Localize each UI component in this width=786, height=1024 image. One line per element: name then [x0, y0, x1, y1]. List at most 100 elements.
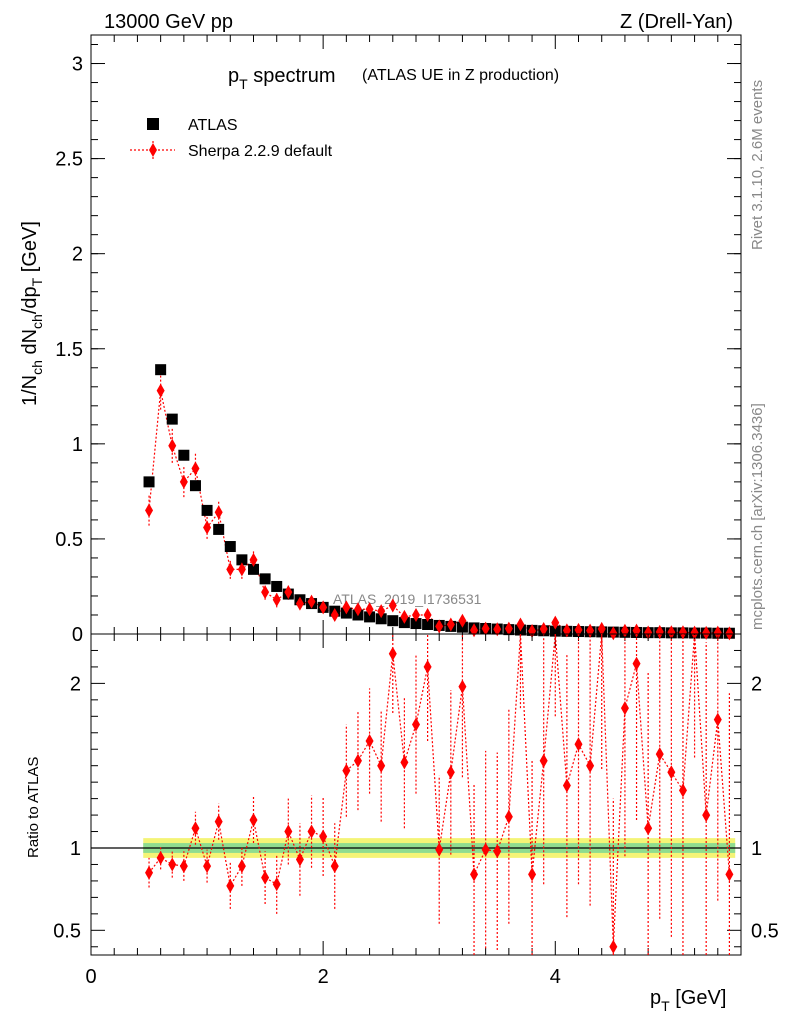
ratio-point	[191, 821, 200, 836]
sherpa-point	[319, 600, 328, 615]
ratio-point	[539, 753, 548, 768]
sherpa-point	[179, 474, 188, 489]
ylabel-sub1: ch	[29, 360, 45, 375]
ratio-point	[586, 758, 595, 773]
main-ytick-label: 0	[72, 624, 83, 646]
sherpa-point	[678, 625, 687, 640]
ratio-point	[620, 701, 629, 716]
ratio-point	[493, 844, 502, 859]
ratio-point	[353, 753, 362, 768]
sherpa-point	[237, 562, 246, 577]
sherpa-point	[609, 626, 618, 641]
ratio-ytick-label-right: 2	[751, 673, 762, 695]
ratio-point	[423, 659, 432, 674]
title-main-rest: spectrum	[248, 65, 336, 87]
main-panel: 0 0.5 1 1.5 2 2.5 3	[55, 34, 742, 646]
title-main: p	[228, 65, 239, 87]
ratio-point	[330, 859, 339, 874]
sherpa-point	[574, 622, 583, 637]
ratio-point	[156, 850, 165, 865]
main-ytick-label: 2	[72, 244, 83, 266]
sherpa-point	[446, 617, 455, 632]
sherpa-point	[539, 622, 548, 637]
sherpa-point	[365, 602, 374, 617]
ratio-point	[168, 857, 177, 872]
atlas-point	[201, 504, 213, 516]
sherpa-point	[295, 596, 304, 611]
sherpa-point	[655, 624, 664, 639]
ratio-point	[377, 758, 386, 773]
ratio-point	[179, 859, 188, 874]
sherpa-point	[702, 625, 711, 640]
sherpa-point	[330, 607, 339, 622]
ratio-xtick-label: 0	[85, 966, 96, 988]
ratio-point	[702, 808, 711, 823]
atlas-point	[224, 541, 236, 553]
sherpa-point	[551, 615, 560, 630]
ratio-ytick-label-right: 1	[751, 838, 762, 860]
ratio-point	[307, 824, 316, 839]
ratio-point	[412, 717, 420, 732]
sherpa-point	[353, 602, 362, 617]
ratio-point	[388, 646, 397, 661]
legend-atlas-marker	[147, 118, 159, 130]
main-ytick-label: 1.5	[55, 339, 83, 361]
ratio-point	[574, 737, 583, 752]
ratio-point	[295, 852, 304, 867]
legend-sherpa-marker	[149, 143, 157, 157]
ratio-point	[203, 859, 212, 874]
ratio-point	[609, 939, 618, 954]
ratio-panel: 0.5 0.5 1 1 2 2 0 2 4	[53, 633, 779, 988]
atlas-point	[178, 449, 190, 461]
ratio-point	[504, 809, 513, 824]
sherpa-point	[249, 552, 258, 567]
ratio-point	[470, 867, 479, 882]
sherpa-point	[203, 520, 212, 535]
ylabel-part1: 1/N	[19, 375, 41, 406]
svg-text:pT [GeV]: pT [GeV]	[650, 987, 726, 1014]
ratio-ytick-label: 1	[70, 838, 81, 860]
main-ytick-label: 2.5	[55, 149, 83, 171]
sherpa-point	[667, 625, 676, 640]
ratio-point	[272, 877, 281, 892]
sherpa-point	[156, 383, 165, 398]
sherpa-point	[423, 607, 432, 622]
ratio-point	[481, 842, 490, 857]
xlabel: pT [GeV]	[650, 987, 726, 1014]
xlabel-unit: [GeV]	[670, 987, 727, 1009]
sherpa-point	[388, 598, 397, 613]
header-left: 13000 GeV pp	[104, 11, 233, 33]
ratio-point	[644, 821, 653, 836]
ratio-xtick-label: 2	[318, 966, 329, 988]
ratio-point	[145, 865, 154, 880]
sherpa-point	[226, 562, 235, 577]
sherpa-point	[400, 609, 409, 624]
atlas-point	[143, 476, 155, 488]
ylabel-sub2: ch	[29, 314, 45, 329]
legend: ATLAS Sherpa 2.2.9 default	[130, 117, 333, 160]
sherpa-point	[307, 594, 316, 609]
sherpa-point	[493, 622, 502, 637]
atlas-point	[248, 563, 259, 575]
sherpa-point	[342, 600, 351, 615]
ylabel-part2: dN	[19, 329, 41, 360]
title-detail: (ATLAS UE in Z production)	[362, 67, 559, 84]
svg-text:pT spectrum: pT spectrum	[228, 65, 336, 92]
ratio-point	[713, 712, 722, 727]
ratio-point	[400, 755, 409, 770]
sherpa-point	[516, 617, 525, 632]
ratio-point	[562, 778, 571, 793]
sherpa-point	[504, 621, 513, 636]
ratio-point	[446, 765, 455, 780]
ratio-frame	[90, 633, 742, 956]
sherpa-point	[145, 503, 154, 518]
sherpa-point	[458, 613, 467, 628]
ratio-point	[261, 870, 270, 885]
ratio-ytick-label-right: 0.5	[751, 920, 779, 942]
ratio-point	[678, 783, 687, 798]
xlabel-sub: T	[661, 998, 670, 1014]
main-ytick-label: 0.5	[55, 529, 83, 551]
title-main-sub: T	[239, 76, 248, 92]
atlas-point	[375, 613, 387, 625]
